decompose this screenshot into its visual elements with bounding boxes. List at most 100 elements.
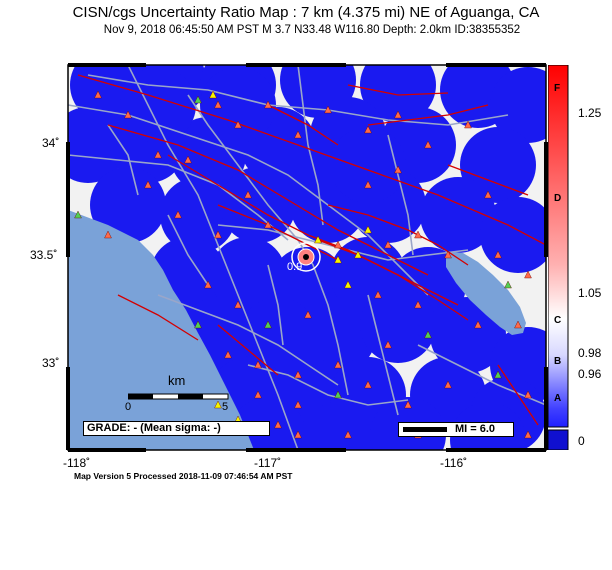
station-triangle-red — [204, 280, 212, 289]
station-triangle-red — [444, 250, 452, 259]
map-title: CISN/cgs Uncertainty Ratio Map : 7 km (4… — [72, 4, 540, 21]
station-triangle-red — [484, 190, 492, 199]
station-triangle-yellow — [344, 280, 352, 289]
station-triangle-red — [384, 340, 392, 349]
colorbar-value-0-98: 0.98 — [578, 346, 602, 360]
station-triangle-red — [364, 125, 372, 134]
station-triangle-red — [214, 100, 222, 109]
station-triangle-red — [374, 290, 382, 299]
mi-bar — [403, 427, 447, 432]
salton-sea — [446, 251, 526, 335]
station-triangle-red — [254, 390, 262, 399]
uncertainty-map: 0.9 — [67, 64, 547, 451]
station-triangle-red — [444, 380, 452, 389]
coverage-circle — [200, 67, 276, 143]
event-info: Nov 9, 2018 06:45:50 AM PST M 3.7 N33.48… — [103, 24, 521, 36]
station-triangle-yellow — [209, 90, 217, 99]
station-triangle-red — [414, 230, 422, 239]
station-triangle-yellow — [354, 250, 362, 259]
station-triangle-red — [174, 210, 182, 219]
station-triangle-green — [194, 95, 202, 104]
station-triangle-yellow — [364, 225, 372, 234]
grade-letter-b: B — [554, 356, 562, 367]
faults — [77, 74, 546, 426]
station-triangle-red — [264, 220, 272, 229]
station-triangle-red — [324, 105, 332, 114]
station-triangle-red — [424, 140, 432, 149]
processed-footer: Map Version 5 Processed 2018-11-09 07:46… — [74, 471, 293, 481]
station-triangle-yellow — [214, 400, 222, 409]
mi-legend: MI = 6.0 — [398, 422, 514, 437]
contour-label: 0.9 — [287, 261, 303, 273]
station-triangle-red — [524, 430, 532, 439]
station-triangle-red — [394, 165, 402, 174]
station-triangle-green — [494, 370, 502, 379]
coverage-circle — [490, 67, 546, 143]
grade-letter-a: A — [554, 393, 562, 404]
station-triangle-red — [224, 350, 232, 359]
lat-label-34: 34˚ — [42, 136, 60, 150]
station-triangle-green — [504, 280, 512, 289]
station-triangle-red — [394, 110, 402, 119]
station-markers — [74, 90, 532, 439]
coverage-circle — [330, 127, 406, 203]
station-triangle-red — [334, 240, 342, 249]
grade-letter-f: F — [554, 83, 561, 94]
station-triangle-red — [334, 360, 342, 369]
station-triangle-red — [294, 370, 302, 379]
station-triangle-green — [334, 390, 342, 399]
station-triangle-green — [424, 330, 432, 339]
lon-label-118: -118˚ — [63, 456, 91, 470]
grade-letter-d: D — [554, 193, 562, 204]
station-triangle-yellow — [334, 255, 342, 264]
station-triangle-red — [384, 240, 392, 249]
lat-label-33-5: 33.5˚ — [30, 248, 58, 262]
station-triangle-red — [264, 100, 272, 109]
station-triangle-red — [414, 300, 422, 309]
station-triangle-red — [244, 190, 252, 199]
coverage-circle — [300, 402, 376, 450]
station-triangle-red — [364, 180, 372, 189]
colorbar-value-0-96: 0.96 — [578, 367, 602, 381]
station-triangle-green — [264, 320, 272, 329]
station-triangle-red — [104, 230, 112, 239]
station-triangle-green — [194, 320, 202, 329]
station-triangle-red — [474, 320, 482, 329]
station-triangle-red — [234, 120, 242, 129]
colorbar-value-1-05: 1.05 — [578, 286, 602, 300]
epicenter — [291, 242, 321, 272]
station-triangle-yellow — [314, 235, 322, 244]
colorbar-gradient — [547, 64, 569, 451]
coverage-circle — [430, 297, 506, 373]
station-triangle-red — [214, 230, 222, 239]
colorbar-value-0: 0 — [578, 434, 585, 448]
station-triangle-red — [494, 250, 502, 259]
station-triangle-red — [274, 420, 282, 429]
station-triangle-red — [94, 90, 102, 99]
station-triangle-red — [144, 180, 152, 189]
lat-label-33: 33˚ — [42, 356, 60, 370]
scale-bar — [128, 393, 229, 400]
station-triangle-green — [74, 210, 82, 219]
station-triangle-red — [514, 320, 522, 329]
station-triangle-red — [294, 130, 302, 139]
station-triangle-red — [294, 430, 302, 439]
coverage-circle — [300, 297, 376, 373]
mi-label: MI = 6.0 — [455, 423, 496, 435]
station-triangle-red — [524, 270, 532, 279]
grade-box: GRADE: - (Mean sigma: -) — [83, 421, 270, 436]
station-triangle-red — [184, 155, 192, 164]
station-triangle-red — [124, 110, 132, 119]
map-frame — [66, 63, 548, 452]
station-triangle-red — [294, 400, 302, 409]
station-triangle-red — [464, 120, 472, 129]
colorbar-value-1-25: 1.25 — [578, 106, 602, 120]
station-triangle-red — [404, 400, 412, 409]
ocean — [68, 210, 254, 450]
station-triangle-red — [344, 430, 352, 439]
station-triangle-red — [364, 380, 372, 389]
coverage-circle — [210, 237, 286, 313]
map-canvas — [67, 64, 547, 451]
grade-letter-c: C — [554, 315, 562, 326]
station-triangle-red — [304, 310, 312, 319]
